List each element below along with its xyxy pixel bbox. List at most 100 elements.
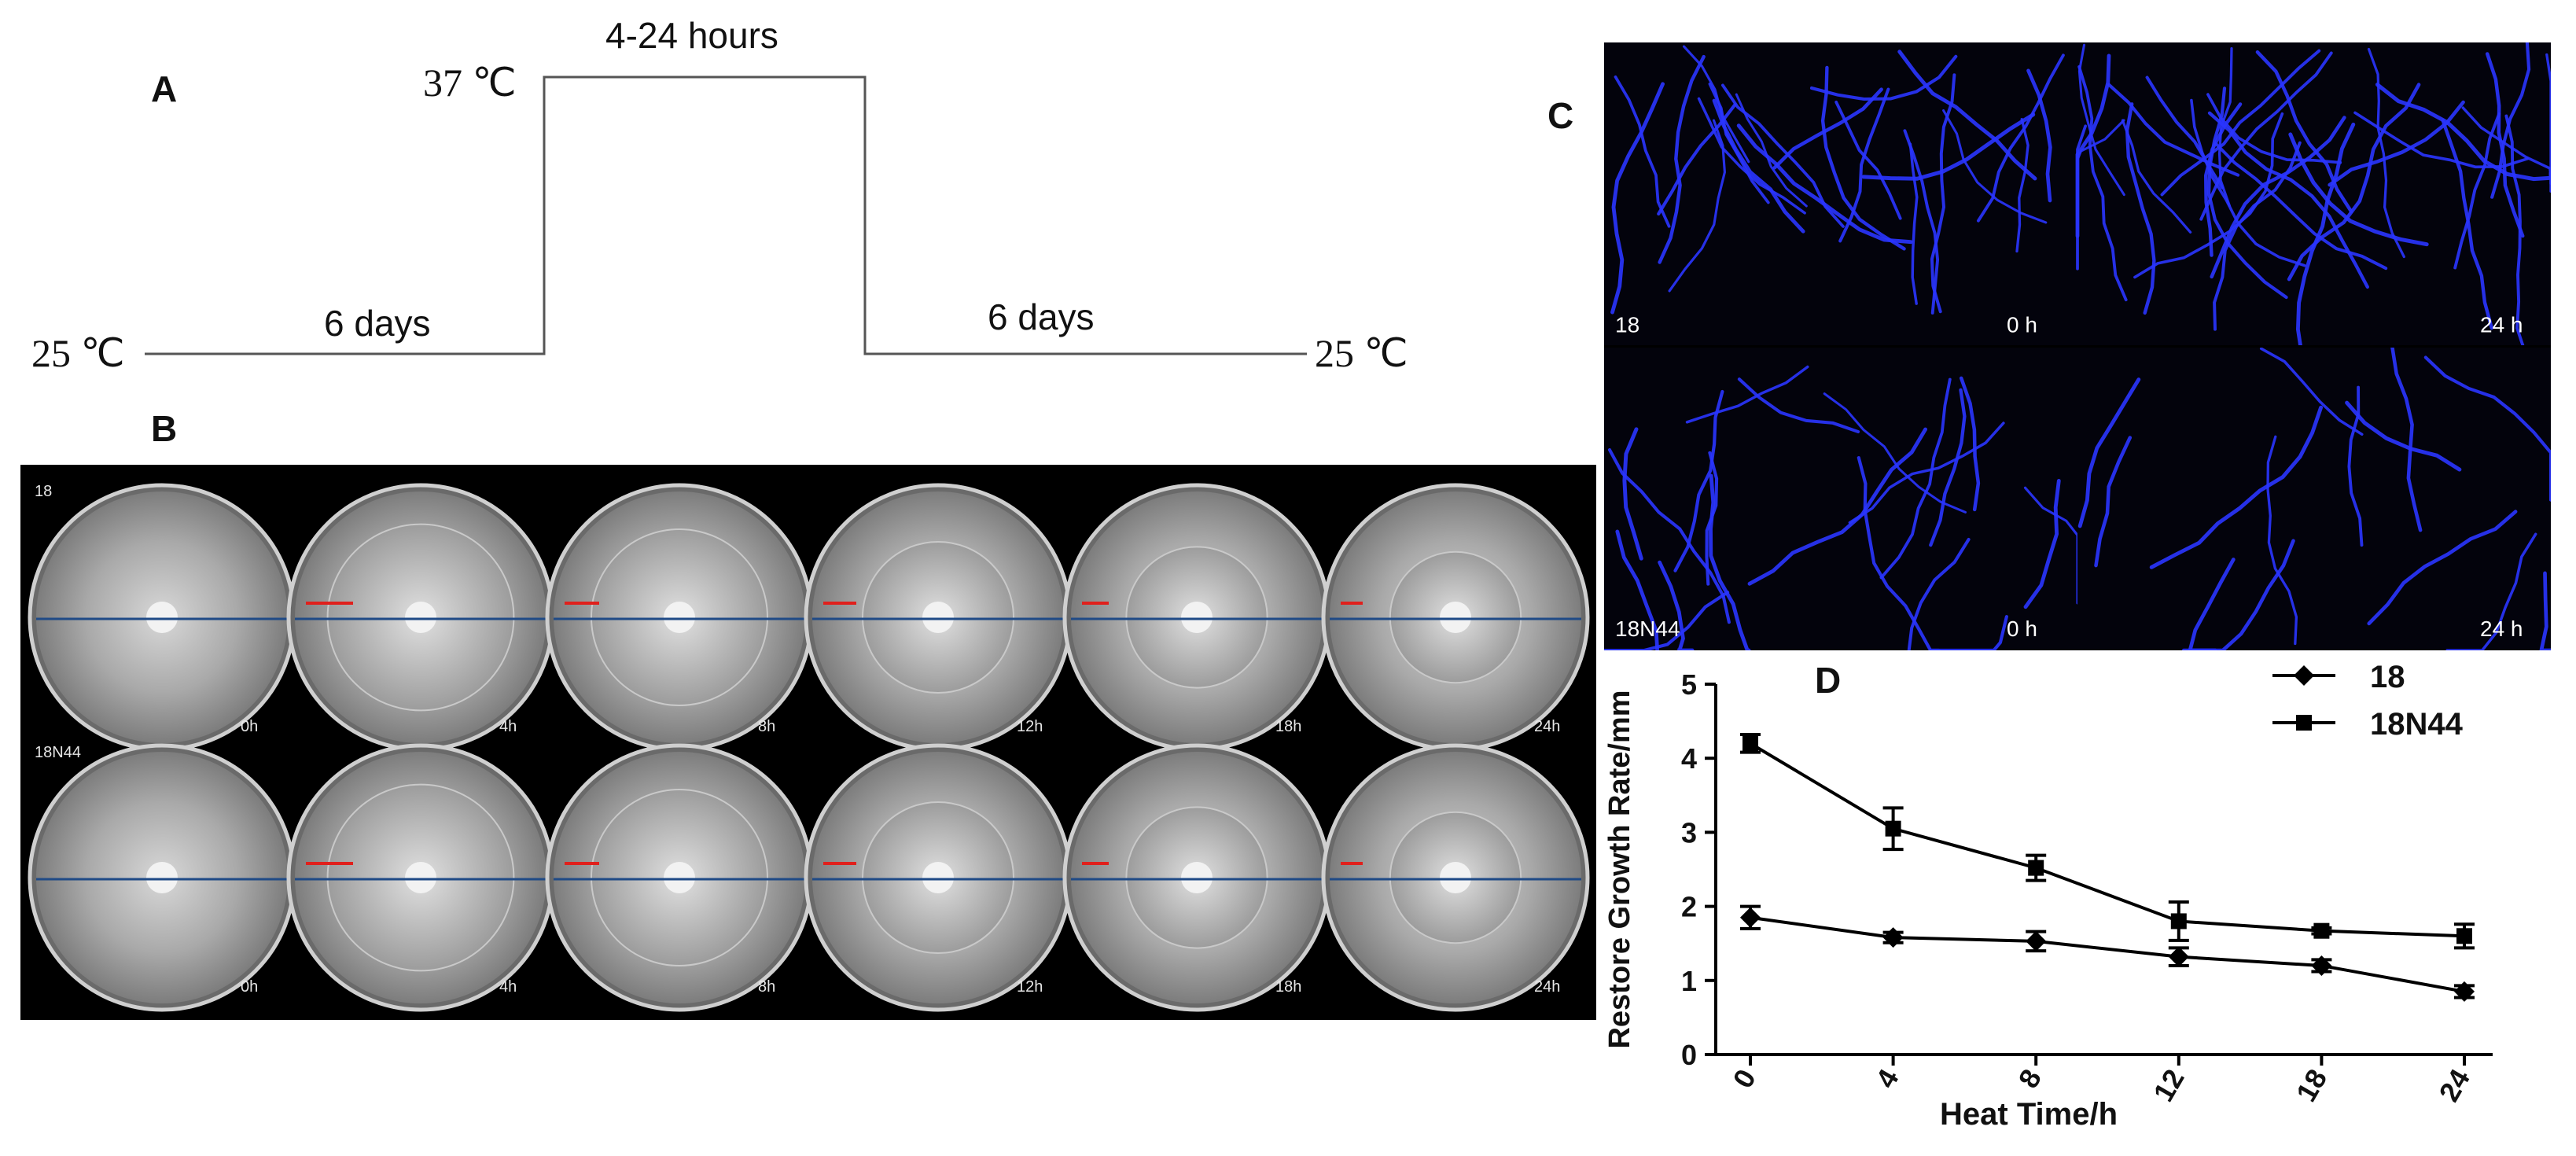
hypha (2076, 119, 2125, 171)
y-tick-label: 4 (1681, 742, 1697, 775)
data-point-diamond (1740, 907, 1761, 928)
micro-time-label: 24 h (2480, 617, 2523, 641)
hypha (2077, 377, 2141, 528)
data-point-square (2313, 922, 2330, 939)
inoculation-plug (1440, 602, 1471, 633)
petri-dish: 0h (28, 743, 296, 1012)
hypha (2094, 436, 2133, 568)
x-tick-label: 8 (2012, 1064, 2048, 1094)
hypha (2125, 102, 2156, 315)
petri-dish: 4h (286, 743, 555, 1012)
petri-dish: 18h (1062, 483, 1331, 752)
hypha (1929, 388, 1967, 547)
series-18n44 (1740, 733, 2475, 950)
x-tick-label: 18 (2290, 1064, 2334, 1107)
hypha (1668, 119, 1727, 293)
petri-dish: 8h (545, 483, 814, 752)
hyphae-image (2075, 41, 2553, 348)
micro-time-label: 0 h (2007, 617, 2037, 641)
petri-dish: 0h (28, 483, 296, 752)
end-temperature: 25 ℃ (1315, 331, 1408, 375)
hypha (2199, 51, 2333, 221)
inoculation-plug (664, 862, 695, 893)
plate-time-label: 0h (241, 718, 258, 735)
series-line (1750, 915, 2465, 993)
inoculation-plug (405, 602, 436, 633)
hypha (1861, 112, 2036, 181)
hypha (1823, 392, 1967, 514)
hypha (1708, 82, 1770, 204)
data-point-square (2456, 928, 2472, 944)
hypha (2121, 119, 2192, 234)
legend-label: 18 (2370, 660, 2405, 694)
hypha (2390, 345, 2423, 532)
hypha (2214, 142, 2388, 271)
hypha (1834, 100, 1902, 220)
heat-duration: 4-24 hours (605, 15, 778, 56)
heat-protocol-diagram (145, 75, 1307, 355)
hypha (1930, 73, 1956, 314)
hypha (1747, 427, 1928, 586)
hypha (2107, 83, 2240, 177)
hypha (1720, 83, 1845, 228)
panel-label-c: C (1547, 95, 1574, 136)
hypha (2203, 102, 2243, 257)
x-axis-title: Heat Time/h (1940, 1097, 2118, 1132)
x-tick-label: 0 (1726, 1064, 1762, 1094)
micro-strain-label: 18 (1615, 313, 1639, 337)
petri-dish: 24h (1321, 743, 1590, 1012)
pre-heat-duration: 6 days (324, 303, 431, 344)
hypha (2015, 117, 2030, 253)
legend-label: 18N44 (2370, 707, 2464, 742)
data-point-diamond (2168, 946, 2189, 967)
panel-label-b: B (151, 408, 178, 449)
hypha (1736, 123, 1913, 245)
petri-dish: 4h (286, 483, 555, 752)
microscopy-frame (1604, 346, 2077, 650)
hypha (2149, 405, 2324, 569)
inoculation-plug (1181, 602, 1213, 633)
growth-rate-chart: D 0 1 2 3 4 5 0 4 8 12 18 24 Heat Time/h Restore Grow… (1596, 657, 2571, 1152)
petri-dish-photo-panel: 18 0h 4h 8h 12h 18h 24h 18N44 0h 4h 8h 12h 18h 24h (20, 465, 1596, 1020)
hypha (1903, 129, 1940, 315)
data-point-diamond (2311, 955, 2332, 976)
petri-dish: 12h (804, 743, 1073, 1012)
hypha (1658, 54, 1706, 264)
plate-time-label: 12h (1017, 978, 1043, 996)
inoculation-plug (1440, 862, 1471, 893)
hypha (1838, 87, 1890, 243)
hypha (1685, 365, 1809, 424)
series-18 (1740, 904, 2475, 1002)
inoculation-plug (922, 602, 954, 633)
data-point-diamond (2294, 665, 2314, 686)
petri-dish: 8h (545, 743, 814, 1012)
hypha (1976, 53, 2065, 223)
hypha (2026, 68, 2052, 203)
hypha (2490, 41, 2531, 199)
hypha (1809, 54, 1958, 101)
x-tick-label: 4 (1869, 1064, 1905, 1094)
plate-row-strain-label: 18 (35, 483, 52, 500)
hypha (2375, 83, 2553, 182)
plate-time-label: 0h (241, 978, 258, 996)
y-tick-label: 5 (1681, 668, 1697, 701)
temperature-profile-line (145, 75, 1307, 355)
x-tick-label: 12 (2147, 1064, 2191, 1107)
legend-entry: 18N44 (2272, 707, 2464, 742)
hypha (1857, 456, 1941, 653)
hypha (2485, 52, 2525, 238)
petri-dish: 18h (1062, 743, 1331, 1012)
inoculation-plug (664, 602, 695, 633)
hypha (2255, 50, 2353, 214)
data-point-square (2028, 860, 2044, 876)
plate-time-label: 24h (1534, 978, 1560, 996)
hypha (2441, 119, 2494, 330)
hypha (2075, 53, 2111, 238)
data-point-square (2170, 913, 2187, 930)
inoculation-plug (405, 862, 436, 893)
plate-time-label: 24h (1534, 718, 1560, 735)
data-point-square (2296, 715, 2312, 731)
plate-time-label: 18h (1275, 718, 1301, 735)
hypha (1607, 447, 1731, 624)
